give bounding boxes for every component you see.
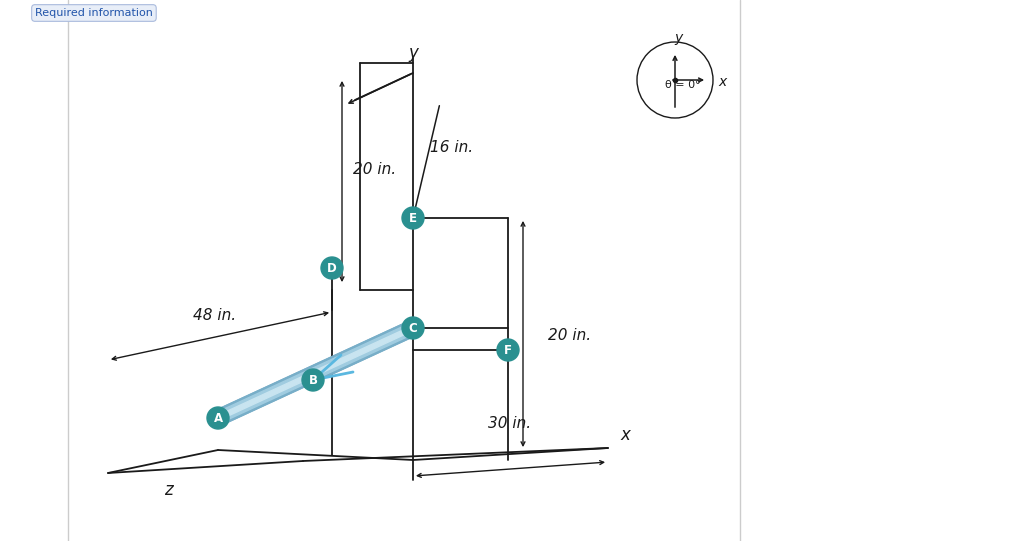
Text: z: z — [164, 481, 172, 499]
Circle shape — [497, 339, 519, 361]
Ellipse shape — [210, 412, 225, 424]
Text: x: x — [718, 75, 726, 89]
Circle shape — [402, 317, 424, 339]
Polygon shape — [216, 323, 416, 423]
Text: 48 in.: 48 in. — [194, 307, 237, 322]
Polygon shape — [217, 326, 414, 420]
Polygon shape — [215, 321, 417, 425]
Circle shape — [207, 407, 229, 429]
Text: x: x — [621, 426, 630, 444]
Text: y: y — [408, 44, 418, 62]
Circle shape — [402, 207, 424, 229]
Text: 20 in.: 20 in. — [353, 162, 396, 177]
Text: E: E — [409, 212, 417, 225]
Circle shape — [302, 369, 324, 391]
Text: y: y — [674, 31, 682, 45]
Text: B: B — [308, 373, 317, 386]
Text: 30 in.: 30 in. — [488, 415, 531, 431]
Text: A: A — [213, 412, 222, 425]
Text: F: F — [504, 344, 512, 357]
Text: Required information: Required information — [35, 8, 153, 18]
Ellipse shape — [406, 321, 421, 334]
Text: D: D — [327, 261, 337, 274]
Text: 16 in.: 16 in. — [430, 141, 473, 155]
Circle shape — [321, 257, 343, 279]
Text: C: C — [409, 321, 418, 334]
Text: 20 in.: 20 in. — [549, 327, 592, 342]
Text: θ = 0°: θ = 0° — [665, 80, 700, 90]
